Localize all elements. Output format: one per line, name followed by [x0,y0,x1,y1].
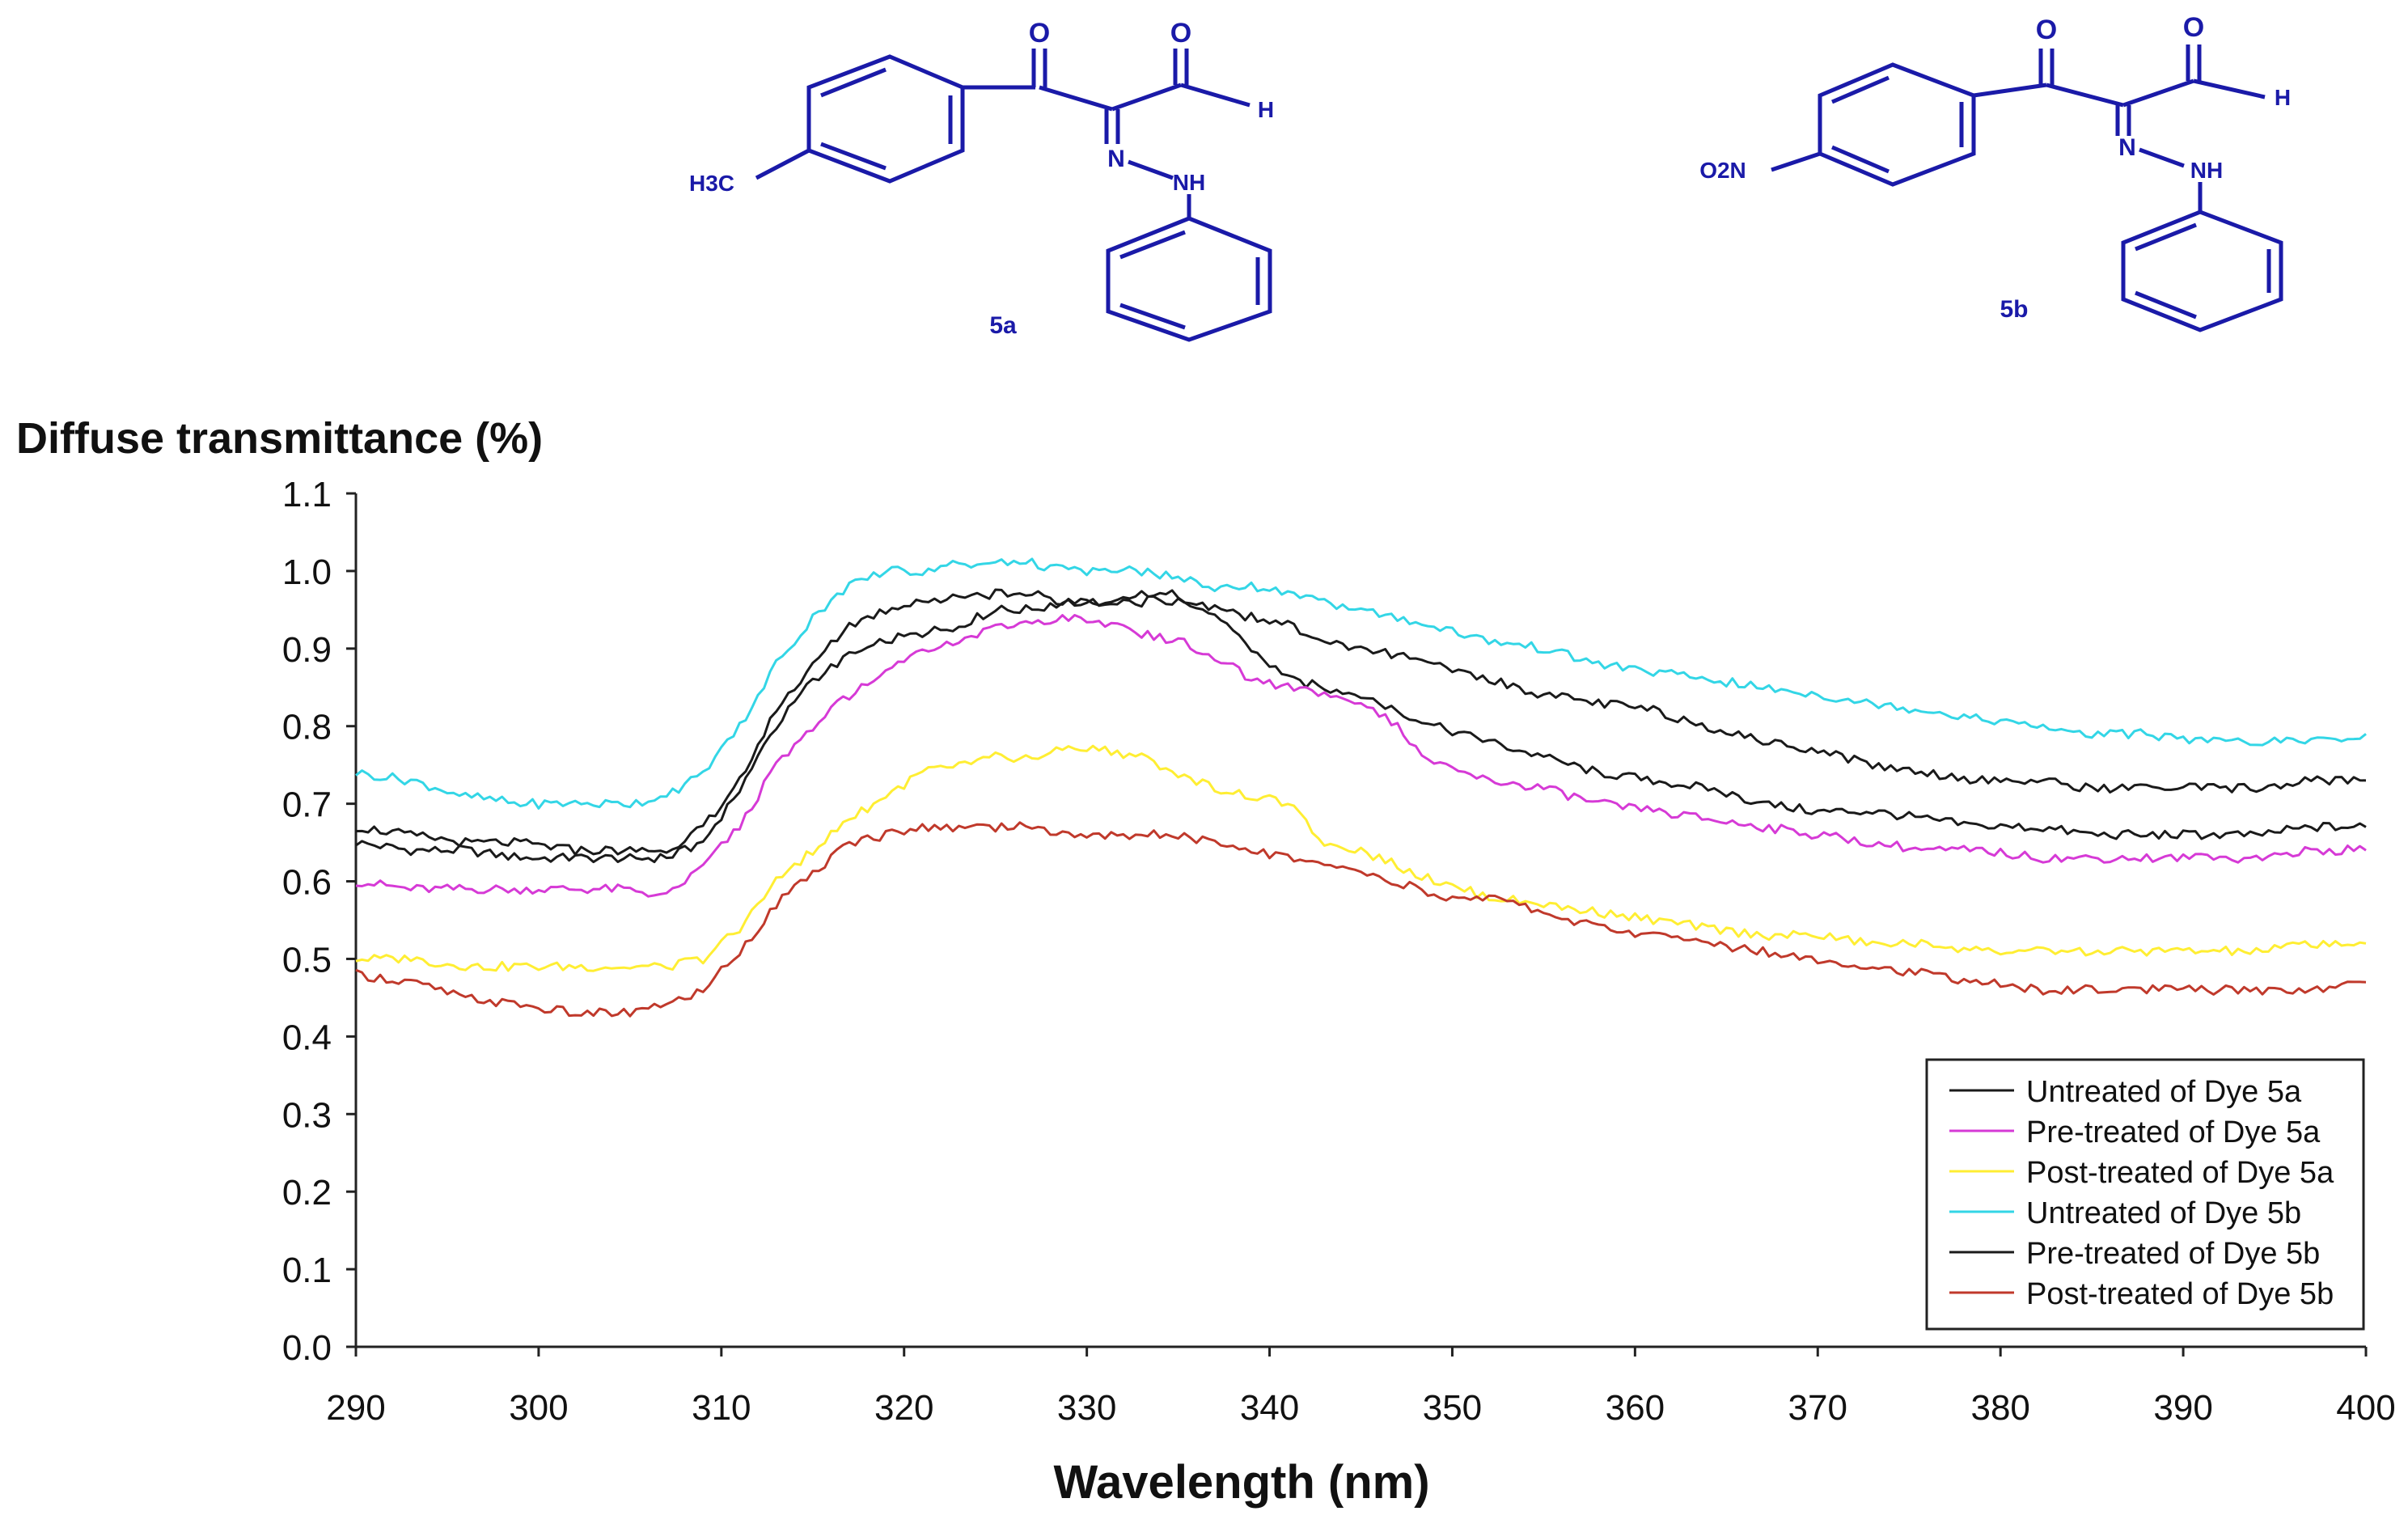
x-tick-label: 350 [1423,1388,1482,1428]
y-tick-label: 0.2 [282,1173,332,1213]
legend-label: Pre-treated of Dye 5b [2026,1237,2320,1271]
x-tick-label: 300 [509,1388,568,1428]
x-tick-label: 360 [1606,1388,1665,1428]
y-tick-label: 0.5 [282,940,332,980]
legend-label: Pre-treated of Dye 5a [2026,1115,2321,1149]
y-tick-label: 0.9 [282,630,332,670]
x-tick-label: 330 [1057,1388,1116,1428]
5a-methyl-group: H3C [689,171,734,196]
tolyl-ring-icon [806,54,965,184]
legend-label: Untreated of Dye 5b [2026,1196,2301,1230]
y-tick-label: 1.1 [282,475,332,514]
5b-compound-label: 5b [2000,296,2028,323]
x-tick-label: 310 [692,1388,751,1428]
x-tick-label: 370 [1788,1388,1847,1428]
5b-aldehyde-hydrogen: H [2275,85,2291,110]
5a-compound-label: 5a [989,312,1017,339]
5b-nitro-group: O2N [1699,158,1746,183]
5a-aldehyde-hydrogen: H [1258,97,1274,122]
5a-carbonyl-oxygen: O [1029,18,1050,49]
nitrophenyl-ring-icon [1818,62,1976,187]
series-line-1 [355,589,2367,864]
x-tick-label: 380 [1970,1388,2029,1428]
5a-azo-nitrogen: N [1107,146,1125,172]
chart-series [355,557,2367,1018]
x-tick-label: 290 [326,1388,385,1428]
chart-legend: Untreated of Dye 5a Pre-treated of Dye 5a… [1925,1058,2365,1331]
y-tick-label: 1.0 [282,552,332,592]
y-tick-label: 0.0 [282,1328,332,1368]
phenyl-ring-icon [1106,216,1272,342]
chemical-structure-5b [1771,44,2283,332]
series-line-3 [355,744,2367,972]
x-tick-label: 340 [1240,1388,1299,1428]
y-tick-label: 0.3 [282,1095,332,1135]
5b-carbonyl-oxygen: O [2036,15,2057,45]
y-axis-title: Diffuse transmittance (%) [16,414,543,463]
x-tick-label: 320 [874,1388,933,1428]
y-tick-label: 0.6 [282,863,332,903]
y-tick-label: 0.4 [282,1018,332,1057]
series-line-2 [355,614,2367,898]
y-tick-label: 0.1 [282,1251,332,1290]
5b-nh-group: NH [2190,158,2223,183]
5a-aldehyde-oxygen: O [1170,18,1191,49]
legend-label: Post-treated of Dye 5a [2026,1156,2334,1190]
x-tick-label: 390 [2153,1388,2212,1428]
series-line-5 [355,588,2367,856]
5b-azo-nitrogen: N [2118,134,2136,161]
5b-phenyl-ring-icon [2121,210,2283,332]
y-tick-label: 0.7 [282,785,332,825]
legend-label: Post-treated of Dye 5b [2026,1277,2334,1311]
legend-label: Untreated of Dye 5a [2026,1075,2302,1109]
legend-frame [1925,1058,2365,1331]
chart-axes: 0.0 0.1 0.2 0.3 0.4 0.5 0.6 0.7 0.8 0.9 1.0 1.1 290 3… [282,475,2396,1428]
x-axis-title: Wavelength (nm) [1053,1456,1429,1509]
5a-nh-group: NH [1173,170,1205,195]
5b-aldehyde-oxygen: O [2183,12,2204,43]
y-tick-label: 0.8 [282,708,332,747]
series-line-4 [355,557,2367,810]
x-tick-label: 400 [2336,1388,2395,1428]
series-line-6 [355,821,2367,1018]
chemical-structure-5a [755,49,1272,342]
